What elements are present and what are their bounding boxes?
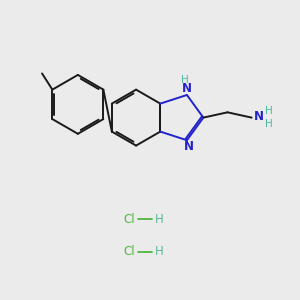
Text: H: H — [155, 213, 164, 226]
Text: Cl: Cl — [124, 213, 135, 226]
Text: H: H — [266, 119, 273, 129]
Text: H: H — [155, 245, 164, 258]
Text: H: H — [266, 106, 273, 116]
Text: Cl: Cl — [124, 245, 135, 258]
Text: N: N — [183, 140, 194, 153]
Text: N: N — [254, 110, 264, 123]
Text: N: N — [182, 82, 192, 95]
Text: H: H — [181, 75, 188, 85]
